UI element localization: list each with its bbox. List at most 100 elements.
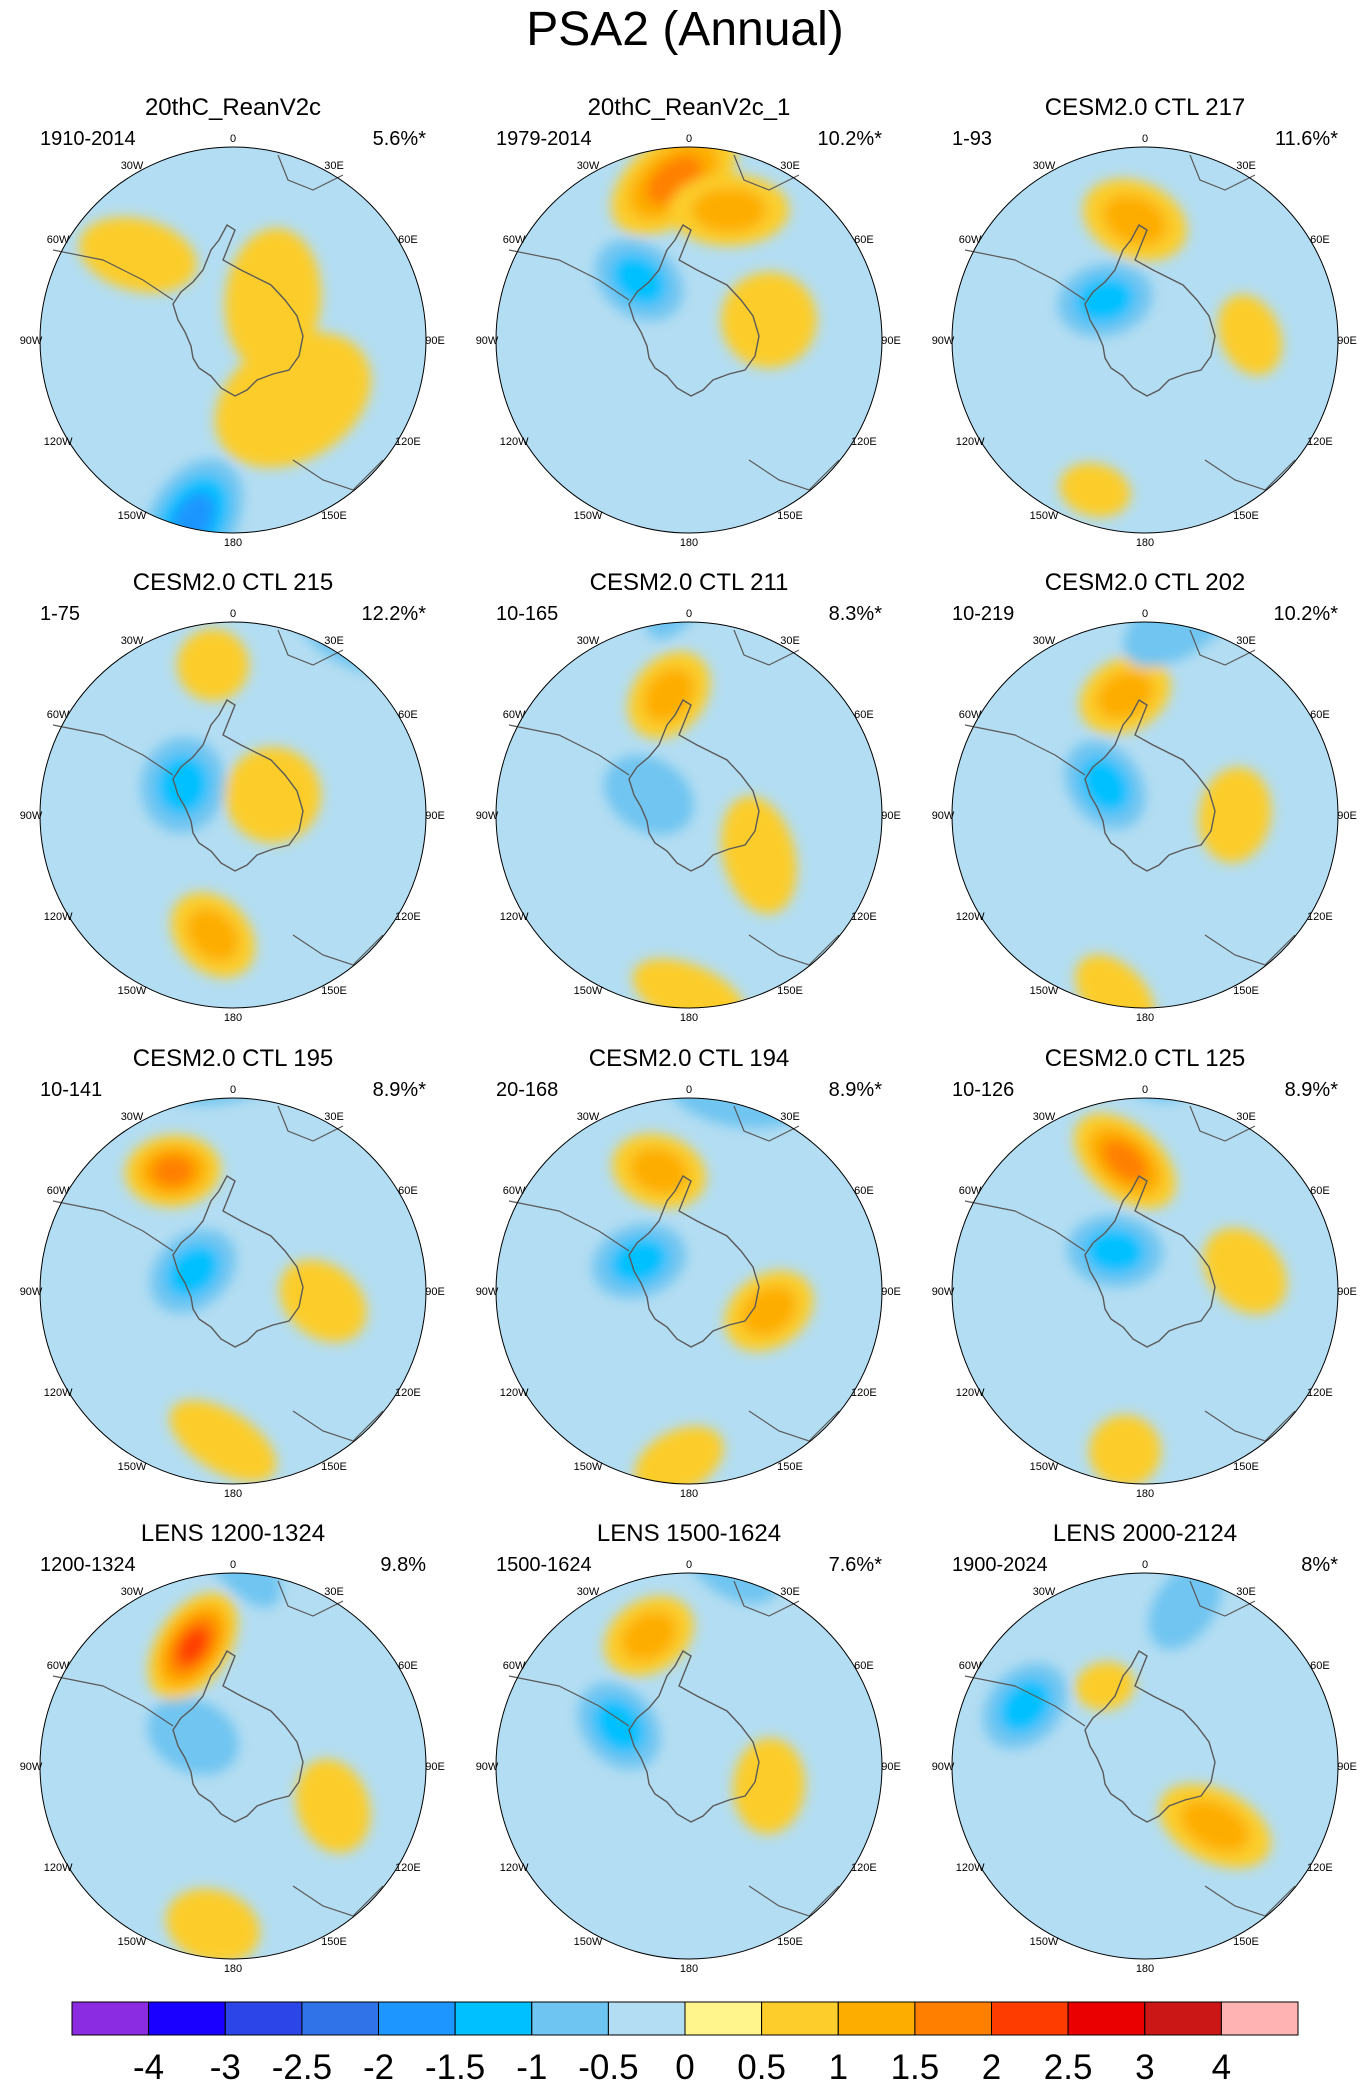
anomaly-contour bbox=[225, 747, 321, 843]
map-border bbox=[39, 621, 427, 1009]
colorbar-tick-label: -0.5 bbox=[578, 2048, 638, 2082]
longitude-label: 180 bbox=[224, 1488, 242, 1500]
map-panel: 0 30E 60E 90E 120E 150E 180 150W 120W 90W 60W 30W LE… bbox=[20, 1520, 445, 1975]
south-america-coastline bbox=[964, 724, 1086, 776]
longitude-label: 180 bbox=[680, 1488, 698, 1500]
longitude-label: 30E bbox=[780, 635, 800, 647]
map-panel: 0 30E 60E 90E 120E 150E 180 150W 120W 90W 60W 30W CE… bbox=[20, 569, 445, 1024]
longitude-label: 60E bbox=[1310, 1660, 1330, 1672]
australia-coastline bbox=[292, 459, 384, 491]
map-border bbox=[951, 146, 1339, 534]
longitude-label: 180 bbox=[224, 537, 242, 549]
anomaly-contour bbox=[157, 755, 209, 815]
anomaly-contour bbox=[169, 1400, 277, 1482]
longitude-label: 60W bbox=[47, 1185, 70, 1197]
colorbar-swatch bbox=[761, 2001, 839, 2036]
antarctica-coastline bbox=[1084, 699, 1216, 872]
map-panel: 0 30E 60E 90E 120E 150E 180 150W 120W 90W 60W 30W CE… bbox=[932, 1045, 1357, 1500]
longitude-label: 0 bbox=[230, 1559, 236, 1571]
colorbar-swatch bbox=[914, 2001, 993, 2036]
panel-title: LENS 2000-2124 bbox=[1053, 1520, 1237, 1547]
longitude-label: 120E bbox=[851, 911, 877, 923]
longitude-label: 150E bbox=[1233, 985, 1259, 997]
africa-coastline bbox=[277, 629, 344, 666]
longitude-label: 30W bbox=[1033, 160, 1056, 172]
australia-coastline bbox=[1204, 934, 1296, 966]
anomaly-contour bbox=[1103, 194, 1167, 246]
map-panel: 0 30E 60E 90E 120E 150E 180 150W 120W 90W 60W 30W 20… bbox=[20, 94, 445, 549]
longitude-label: 0 bbox=[1142, 608, 1148, 620]
longitude-label: 30E bbox=[1236, 1586, 1256, 1598]
anomaly-contour bbox=[184, 1573, 282, 1608]
australia-coastline bbox=[1204, 459, 1296, 491]
longitude-label: 60W bbox=[503, 709, 526, 721]
panel-title: CESM2.0 CTL 195 bbox=[133, 1045, 334, 1072]
longitude-label: 120W bbox=[500, 1387, 529, 1399]
panel-period: 1-93 bbox=[952, 128, 992, 150]
map-border bbox=[495, 146, 883, 534]
longitude-label: 180 bbox=[680, 1963, 698, 1975]
longitude-label: 90E bbox=[881, 810, 901, 822]
longitude-label: 120W bbox=[44, 436, 73, 448]
longitude-label: 120W bbox=[500, 436, 529, 448]
longitude-label: 120E bbox=[395, 1862, 421, 1874]
map-background bbox=[952, 622, 1338, 1008]
panel-variance: 8.9%* bbox=[829, 1079, 883, 1101]
anomaly-contour bbox=[166, 1888, 260, 1959]
antarctica-coastline bbox=[628, 699, 760, 872]
anomaly-contour bbox=[1096, 670, 1154, 720]
longitude-label: 60E bbox=[854, 1185, 874, 1197]
longitude-label: 0 bbox=[1142, 1084, 1148, 1096]
antarctica-coastline bbox=[172, 224, 304, 397]
longitude-label: 60W bbox=[47, 234, 70, 246]
longitude-label: 120E bbox=[395, 436, 421, 448]
panel-period: 1200-1324 bbox=[40, 1554, 136, 1576]
longitude-label: 60E bbox=[854, 709, 874, 721]
south-america-coastline bbox=[52, 724, 174, 776]
longitude-label: 180 bbox=[680, 537, 698, 549]
longitude-label: 90W bbox=[20, 1761, 43, 1773]
anomaly-contour bbox=[1089, 1415, 1161, 1484]
longitude-label: 60W bbox=[503, 1660, 526, 1672]
longitude-label: 150E bbox=[777, 1461, 803, 1473]
anomaly-contour bbox=[224, 228, 322, 372]
panel-variance: 7.6%* bbox=[829, 1554, 883, 1576]
longitude-label: 150E bbox=[321, 1461, 347, 1473]
longitude-label: 90E bbox=[425, 1761, 445, 1773]
longitude-label: 120W bbox=[956, 1387, 985, 1399]
colorbar-swatch bbox=[991, 2001, 1069, 2036]
panel-period: 1900-2024 bbox=[952, 1554, 1048, 1576]
anomaly-contour bbox=[1075, 954, 1155, 1008]
colorbar-swatch bbox=[148, 2001, 226, 2036]
colorbar-tick-label: 2.5 bbox=[1044, 2048, 1093, 2082]
anomaly-contour bbox=[1123, 622, 1247, 668]
colorbar-swatch bbox=[1144, 2001, 1222, 2036]
panel-title: CESM2.0 CTL 211 bbox=[590, 569, 789, 596]
anomaly-contour bbox=[147, 1697, 239, 1775]
africa-coastline bbox=[1189, 629, 1256, 666]
anomaly-contour bbox=[634, 1426, 724, 1484]
longitude-label: 120W bbox=[500, 911, 529, 923]
map-background bbox=[40, 1573, 426, 1959]
map-border bbox=[39, 1572, 427, 1960]
colorbar-swatch bbox=[454, 2001, 533, 2036]
colorbar-tick-label: 3 bbox=[1135, 2048, 1154, 2082]
australia-coastline bbox=[748, 459, 840, 491]
panel-period: 10-165 bbox=[496, 603, 558, 625]
anomaly-contour bbox=[611, 254, 667, 306]
longitude-label: 60W bbox=[47, 709, 70, 721]
anomaly-contour bbox=[721, 272, 817, 368]
longitude-label: 0 bbox=[686, 133, 692, 145]
anomaly-contour bbox=[79, 217, 197, 293]
longitude-label: 60W bbox=[503, 1185, 526, 1197]
longitude-label: 90W bbox=[932, 810, 955, 822]
longitude-label: 150W bbox=[118, 510, 147, 522]
longitude-label: 60E bbox=[1310, 1185, 1330, 1197]
longitude-label: 120E bbox=[1307, 1862, 1333, 1874]
anomaly-contour bbox=[1217, 294, 1283, 376]
longitude-label: 30E bbox=[1236, 160, 1256, 172]
longitude-label: 90W bbox=[20, 810, 43, 822]
longitude-label: 150E bbox=[1233, 1936, 1259, 1948]
map-border bbox=[39, 1097, 427, 1485]
